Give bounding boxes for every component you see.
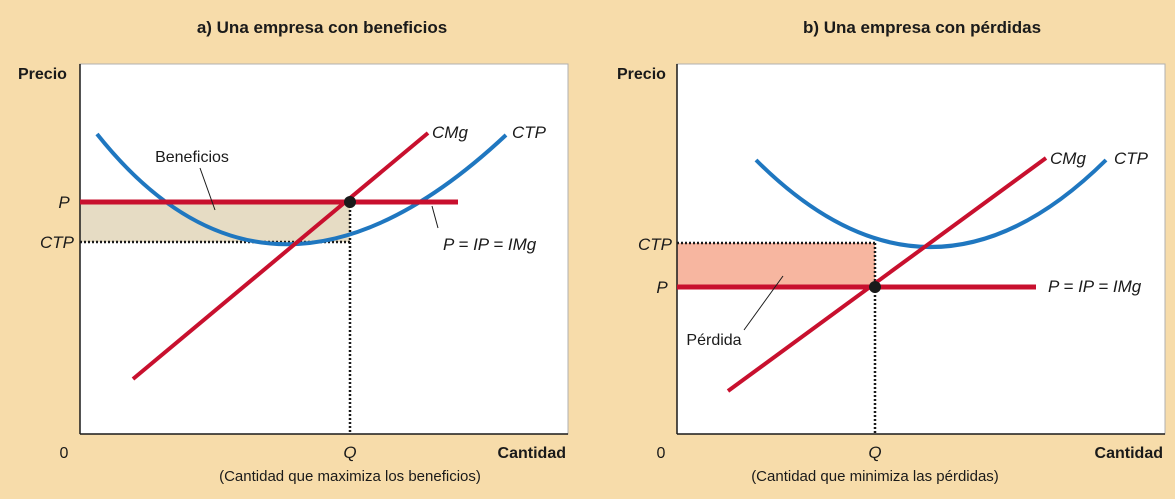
panel-a-quantity-note: (Cantidad que maximiza los beneficios) bbox=[219, 468, 481, 485]
panel-a-area-leader bbox=[199, 167, 216, 211]
panel-a-plot-area bbox=[79, 63, 569, 435]
panel-a-origin-label: 0 bbox=[60, 445, 69, 462]
panel-b-area-label: Pérdida bbox=[686, 332, 741, 349]
panel-a-y-axis-label: Precio bbox=[18, 66, 67, 83]
panel-b: b) Una empresa con pérdidas Precio CTP P… bbox=[617, 18, 1166, 485]
panel-b-origin-label: 0 bbox=[657, 445, 666, 462]
panel-b-atc-label: CTP bbox=[1114, 149, 1149, 168]
panel-b-price-line-label: P = IP = IMg bbox=[1048, 277, 1142, 296]
panel-a-mc-label: CMg bbox=[432, 123, 468, 142]
panel-b-quantity-tick-label: Q bbox=[868, 443, 881, 462]
panel-a-mc-line bbox=[131, 131, 430, 381]
panel-a: a) Una empresa con beneficios Precio P C… bbox=[18, 18, 569, 485]
panel-b-area-leader bbox=[743, 275, 784, 331]
panel-a-title: a) Una empresa con beneficios bbox=[197, 18, 447, 37]
panel-a-atc-tick-label: CTP bbox=[40, 233, 75, 252]
panel-b-y-axis-label: Precio bbox=[617, 66, 666, 83]
panel-b-quantity-note: (Cantidad que minimiza las pérdidas) bbox=[751, 468, 999, 485]
panel-b-atc-curve bbox=[754, 158, 1108, 249]
panel-b-equilibrium-point bbox=[869, 281, 881, 293]
panel-a-area-label: Beneficios bbox=[155, 149, 229, 166]
panel-b-price-tick-label: P bbox=[656, 278, 668, 297]
panel-a-atc-label: CTP bbox=[512, 123, 547, 142]
panel-a-profit-area bbox=[80, 202, 350, 242]
panel-a-price-line-label: P = IP = IMg bbox=[443, 235, 537, 254]
panel-a-price-leader bbox=[431, 205, 439, 229]
panel-a-price-tick-label: P bbox=[58, 193, 70, 212]
panel-a-equilibrium-point bbox=[344, 196, 356, 208]
panel-a-x-axis-label: Cantidad bbox=[498, 445, 566, 462]
panel-b-title: b) Una empresa con pérdidas bbox=[803, 18, 1041, 37]
panel-b-mc-label: CMg bbox=[1050, 149, 1086, 168]
panel-a-quantity-tick-label: Q bbox=[343, 443, 356, 462]
panel-b-mc-line bbox=[726, 156, 1048, 393]
panel-b-x-axis-label: Cantidad bbox=[1095, 445, 1163, 462]
panel-b-loss-area bbox=[677, 243, 875, 287]
panel-a-atc-curve bbox=[95, 132, 508, 247]
panel-b-atc-tick-label: CTP bbox=[638, 235, 673, 254]
